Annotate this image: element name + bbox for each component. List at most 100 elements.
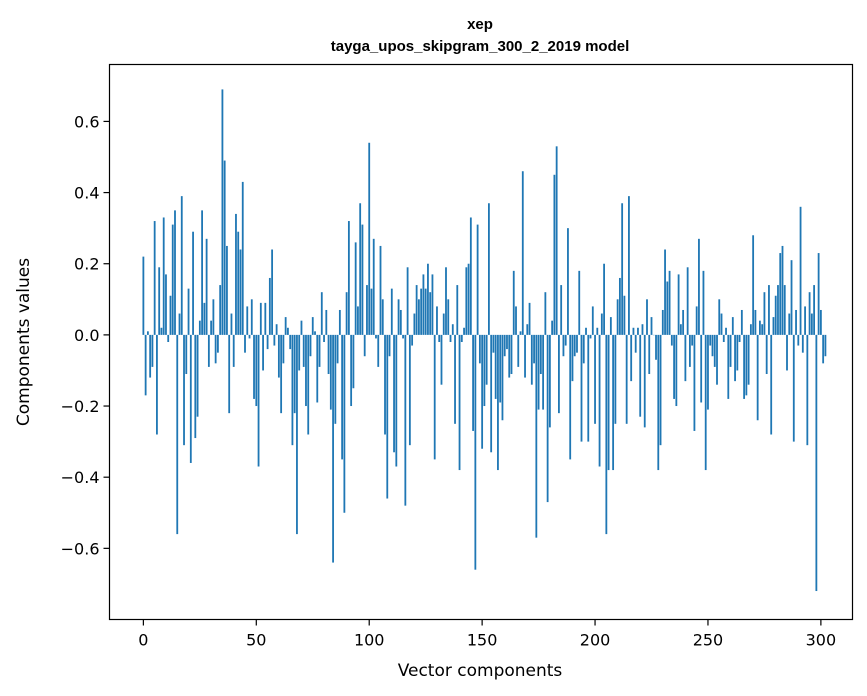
bar-102 (372, 238, 375, 335)
chart-title-line2: tayga_upos_skipgram_300_2_2019 model (331, 38, 630, 55)
plot-frame (108, 63, 854, 621)
bar-12 (169, 295, 172, 335)
bar-212 (621, 203, 624, 335)
bar-158 (499, 334, 502, 403)
bar-77 (316, 334, 319, 403)
bar-34 (219, 285, 222, 335)
bar-121 (415, 285, 418, 335)
bar-162 (508, 334, 511, 378)
bar-183 (555, 146, 558, 335)
y-tick-label: −0.2 (61, 397, 100, 416)
bar-193 (578, 270, 581, 335)
bar-23 (194, 334, 197, 439)
bar-153 (488, 203, 490, 335)
bar-131 (438, 334, 441, 342)
bar-298 (815, 334, 818, 592)
bar-295 (808, 292, 811, 335)
bar-98 (363, 334, 366, 357)
bar-114 (399, 309, 402, 335)
bar-81 (325, 309, 328, 335)
bar-188 (567, 228, 569, 335)
bar-89 (343, 334, 346, 513)
bar-4 (151, 334, 154, 367)
bar-259 (727, 334, 730, 399)
bar-251 (709, 334, 712, 346)
bar-52 (259, 302, 262, 335)
bar-194 (580, 334, 583, 442)
x-tick-label: 150 (467, 631, 498, 650)
bar-270 (752, 235, 755, 335)
bar-2 (146, 331, 149, 335)
bar-124 (422, 274, 425, 335)
bar-220 (639, 334, 642, 417)
bar-273 (759, 320, 761, 335)
bar-184 (558, 334, 560, 414)
bar-62 (282, 334, 285, 364)
bar-29 (207, 334, 210, 367)
bar-112 (395, 334, 398, 467)
bar-145 (469, 217, 472, 335)
bar-191 (573, 334, 576, 357)
bar-283 (781, 245, 784, 335)
bar-225 (650, 317, 653, 335)
bar-24 (196, 334, 199, 417)
bar-22 (192, 231, 194, 335)
bar-43 (239, 249, 242, 335)
bar-266 (743, 334, 746, 399)
bar-296 (810, 313, 813, 335)
bar-111 (393, 334, 395, 453)
bar-219 (637, 327, 639, 335)
bar-10 (165, 274, 167, 335)
bar-110 (390, 288, 393, 335)
bar-147 (474, 334, 477, 570)
bar-27 (203, 302, 206, 335)
bar-140 (458, 334, 461, 471)
bar-175 (537, 334, 540, 410)
bar-5 (153, 221, 156, 335)
bar-293 (804, 306, 806, 335)
bar-216 (630, 334, 633, 382)
y-tick-label: 0.2 (74, 255, 99, 274)
bar-223 (646, 299, 648, 335)
bar-215 (628, 196, 630, 335)
bar-302 (824, 334, 827, 357)
bar-71 (302, 334, 305, 367)
bar-163 (510, 334, 513, 375)
chart-title-line1: xep (467, 16, 493, 33)
bar-160 (503, 334, 506, 357)
bar-258 (725, 327, 727, 335)
bar-44 (241, 181, 244, 335)
bar-108 (386, 334, 389, 499)
bar-233 (668, 270, 671, 335)
bar-50 (255, 334, 258, 407)
bar-120 (413, 313, 416, 335)
bar-159 (501, 334, 504, 421)
bar-231 (664, 249, 666, 335)
bar-280 (774, 295, 777, 335)
bar-202 (598, 334, 601, 467)
bar-207 (609, 317, 612, 335)
bar-154 (490, 334, 493, 453)
y-tick-label: −0.4 (61, 468, 100, 487)
bar-128 (431, 274, 434, 335)
bar-146 (472, 334, 474, 431)
bar-67 (293, 334, 296, 414)
bar-275 (763, 292, 766, 335)
bar-35 (221, 89, 224, 335)
bar-132 (440, 334, 443, 385)
bar-66 (291, 334, 294, 446)
bar-70 (300, 320, 303, 335)
bar-165 (515, 306, 517, 335)
bar-95 (357, 306, 359, 335)
bar-126 (427, 263, 429, 335)
bar-166 (517, 334, 520, 367)
bar-213 (623, 295, 626, 335)
bar-254 (716, 334, 718, 385)
bar-287 (790, 260, 793, 335)
bar-185 (560, 285, 563, 335)
bar-105 (379, 245, 382, 335)
bar-9 (162, 217, 165, 335)
bar-236 (675, 334, 678, 407)
bar-222 (643, 334, 646, 428)
bar-48 (250, 299, 253, 335)
